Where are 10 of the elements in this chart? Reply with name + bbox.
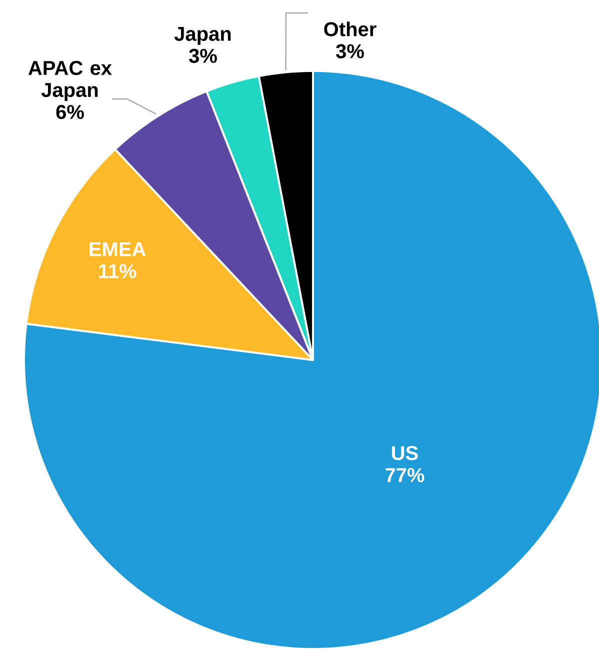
slice-label: Other	[324, 22, 376, 36]
data-label: 77%	[386, 468, 424, 482]
data-label: 3%	[189, 48, 217, 63]
slice-label: Japan	[174, 27, 231, 45]
slice-label: EMEA	[90, 242, 146, 256]
slice-label: US	[392, 446, 418, 460]
slice-label: APAC ex Japan	[28, 60, 112, 102]
data-label: 11%	[99, 264, 136, 278]
data-label: 3%	[336, 44, 364, 58]
data-label: 6%	[56, 104, 84, 120]
